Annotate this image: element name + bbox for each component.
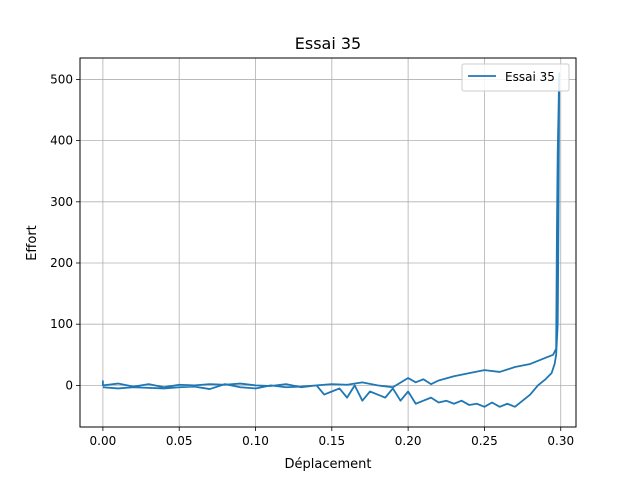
x-tick-label: 0.15 — [318, 434, 345, 448]
x-tick-label: 0.05 — [166, 434, 193, 448]
tick-layer: 0.00 0.05 0.10 0.15 0.20 0.25 0.30 0 100 200 300 40… — [50, 72, 574, 448]
y-tick-label: 300 — [50, 195, 73, 209]
legend-label: Essai 35 — [505, 70, 555, 84]
y-axis-label: Effort — [25, 225, 40, 261]
x-tick-label: 0.25 — [471, 434, 498, 448]
series-layer — [101, 72, 561, 408]
legend-box — [461, 63, 570, 92]
x-tick-label: 0.20 — [395, 434, 422, 448]
y-tick-label: 500 — [50, 72, 73, 86]
x-tick-label: 0.00 — [90, 434, 117, 448]
y-tick-label: 400 — [50, 134, 73, 148]
y-tick-label: 0 — [65, 378, 73, 392]
plot-frame — [79, 57, 577, 428]
chart-title: Essai 35 — [295, 34, 361, 53]
y-tick-label: 100 — [50, 317, 73, 331]
legend: Essai 35 — [461, 63, 570, 92]
grid-layer — [80, 58, 576, 427]
x-tick-label: 0.30 — [547, 434, 574, 448]
y-tick-label: 200 — [50, 256, 73, 270]
x-tick-label: 0.10 — [242, 434, 269, 448]
x-axis-label: Déplacement — [285, 457, 372, 472]
series-line — [101, 72, 561, 408]
